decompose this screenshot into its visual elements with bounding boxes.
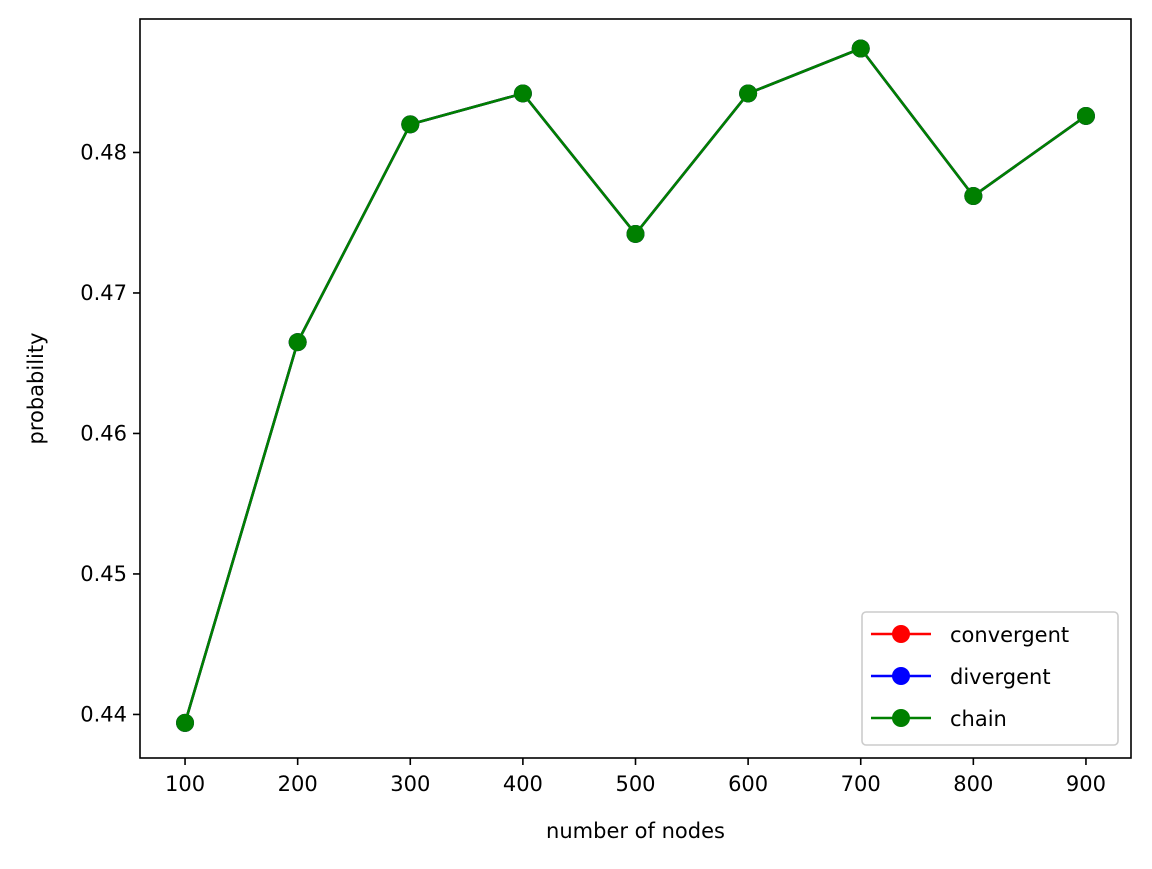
y-tick-label: 0.46 xyxy=(80,421,127,445)
y-tick-label: 0.47 xyxy=(80,281,127,305)
data-point-chain xyxy=(964,187,983,206)
x-tick-label: 700 xyxy=(841,772,881,796)
x-axis: 100 200 300 400 500 600 700 800 900 xyxy=(165,758,1106,796)
legend-marker xyxy=(892,667,910,685)
legend-item-chain: chain xyxy=(871,707,1007,731)
legend-box xyxy=(861,611,1119,746)
y-tick-label: 0.45 xyxy=(80,562,127,586)
data-point-chain xyxy=(626,224,645,243)
y-axis: 0.44 0.45 0.46 0.47 0.48 xyxy=(80,140,140,726)
x-axis-label: number of nodes xyxy=(546,819,725,843)
data-point-chain xyxy=(288,333,307,352)
data-point-chain xyxy=(513,84,532,103)
data-point-chain xyxy=(401,115,420,134)
x-tick-label: 200 xyxy=(278,772,318,796)
legend: convergent divergent chain xyxy=(861,611,1119,746)
legend-item-divergent: divergent xyxy=(871,665,1051,689)
series-layer xyxy=(176,39,1095,732)
legend-marker xyxy=(892,625,910,643)
series-chain xyxy=(176,39,1095,732)
x-tick-label: 800 xyxy=(953,772,993,796)
legend-label: chain xyxy=(950,707,1007,731)
data-point-chain xyxy=(1076,106,1095,125)
x-tick-label: 100 xyxy=(165,772,205,796)
legend-item-convergent: convergent xyxy=(871,623,1069,647)
data-point-chain xyxy=(739,84,758,103)
legend-marker xyxy=(892,709,910,727)
y-axis-label: probability xyxy=(24,332,48,444)
data-point-chain xyxy=(851,39,870,58)
x-tick-label: 900 xyxy=(1066,772,1106,796)
legend-label: convergent xyxy=(950,623,1069,647)
y-tick-label: 0.48 xyxy=(80,140,127,164)
x-tick-label: 600 xyxy=(728,772,768,796)
y-tick-label: 0.44 xyxy=(80,702,127,726)
legend-label: divergent xyxy=(950,665,1051,689)
data-point-chain xyxy=(176,713,195,732)
x-tick-label: 300 xyxy=(390,772,430,796)
x-tick-label: 400 xyxy=(503,772,543,796)
x-tick-label: 500 xyxy=(615,772,655,796)
